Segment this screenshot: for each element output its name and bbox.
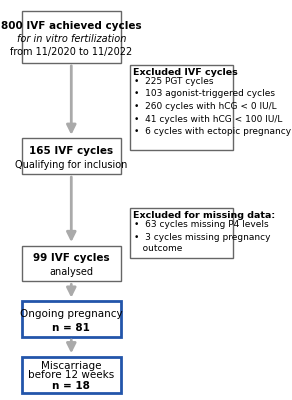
- Text: 165 IVF cycles: 165 IVF cycles: [29, 146, 113, 156]
- Text: Excluded for missing data:: Excluded for missing data:: [133, 211, 275, 220]
- FancyBboxPatch shape: [22, 357, 121, 393]
- Text: Excluded IVF cycles: Excluded IVF cycles: [133, 68, 238, 77]
- Text: •  260 cycles with hCG < 0 IU/L: • 260 cycles with hCG < 0 IU/L: [134, 102, 277, 111]
- Text: n = 18: n = 18: [52, 381, 90, 391]
- FancyBboxPatch shape: [130, 208, 233, 258]
- Text: •  6 cycles with ectopic pregnancy: • 6 cycles with ectopic pregnancy: [134, 127, 291, 136]
- Text: for in vitro fertilization: for in vitro fertilization: [17, 34, 126, 44]
- FancyBboxPatch shape: [22, 246, 121, 282]
- Text: 99 IVF cycles: 99 IVF cycles: [33, 253, 110, 263]
- FancyBboxPatch shape: [130, 65, 233, 150]
- FancyBboxPatch shape: [22, 11, 121, 63]
- Text: Miscarriage: Miscarriage: [41, 361, 102, 371]
- Text: •  41 cycles with hCG < 100 IU/L: • 41 cycles with hCG < 100 IU/L: [134, 114, 283, 124]
- Text: before 12 weeks: before 12 weeks: [28, 370, 114, 380]
- Text: analysed: analysed: [49, 268, 93, 278]
- Text: Ongoing pregnancy: Ongoing pregnancy: [20, 309, 123, 319]
- Text: from 11/2020 to 11/2022: from 11/2020 to 11/2022: [10, 46, 132, 56]
- Text: 800 IVF achieved cycles: 800 IVF achieved cycles: [1, 21, 142, 31]
- FancyBboxPatch shape: [22, 301, 121, 337]
- Text: •  103 agonist-triggered cycles: • 103 agonist-triggered cycles: [134, 90, 275, 98]
- Text: Qualifying for inclusion: Qualifying for inclusion: [15, 160, 128, 170]
- Text: •  225 PGT cycles: • 225 PGT cycles: [134, 77, 214, 86]
- Text: •  3 cycles missing pregnancy
   outcome: • 3 cycles missing pregnancy outcome: [134, 233, 271, 252]
- FancyBboxPatch shape: [22, 138, 121, 174]
- Text: n = 81: n = 81: [52, 323, 90, 333]
- Text: •  63 cycles missing P4 levels: • 63 cycles missing P4 levels: [134, 220, 269, 229]
